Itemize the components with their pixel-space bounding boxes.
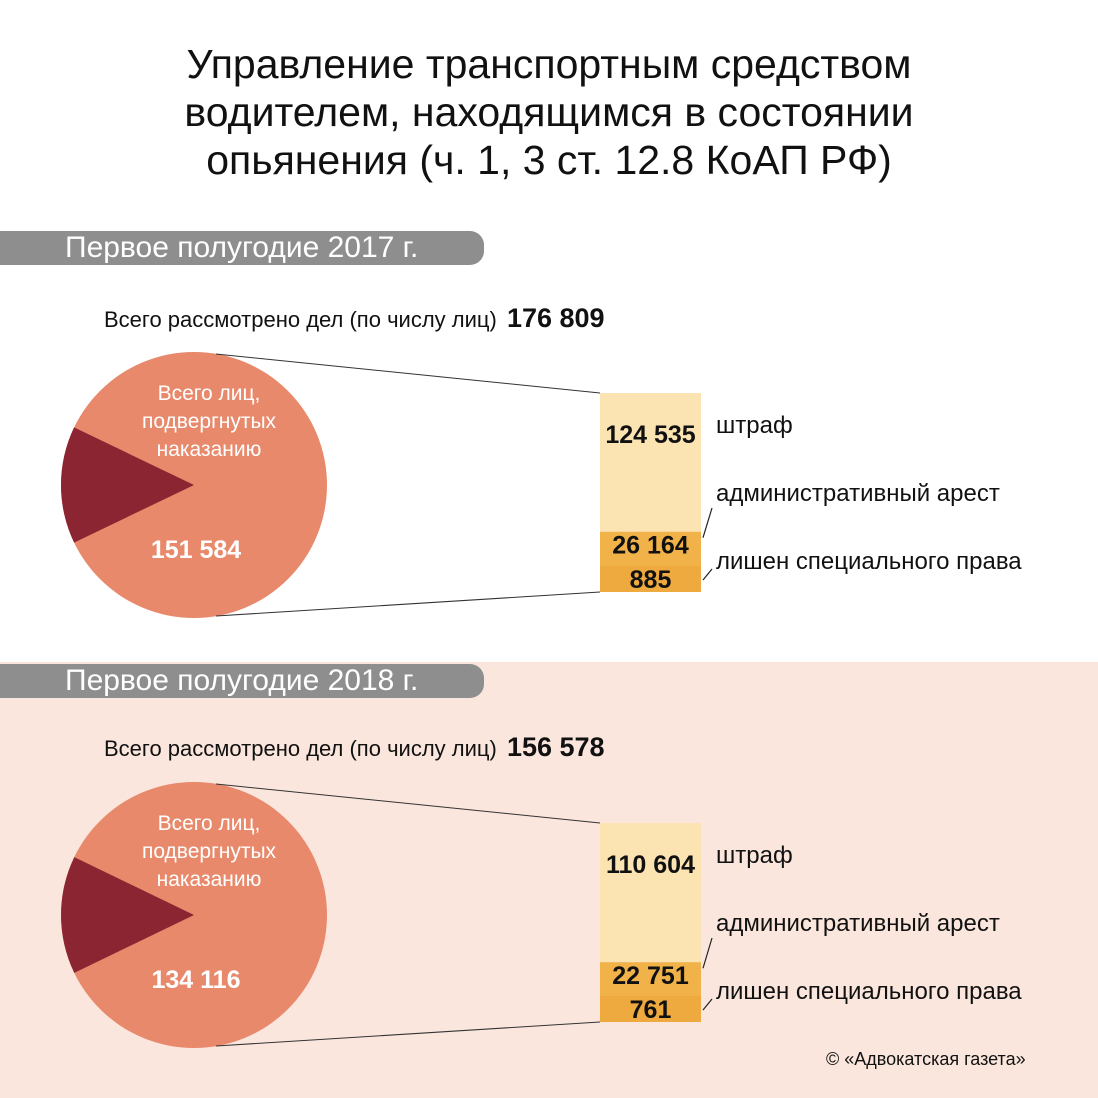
connector-line-bottom: [215, 591, 601, 617]
total-cases-line-2017: Всего рассмотрено дел (по числу лиц) 176…: [104, 303, 605, 334]
bar-value-label: 761: [630, 996, 672, 1024]
total-cases-label: Всего рассмотрено дел (по числу лиц): [104, 736, 497, 761]
bar-segment-fine: [600, 393, 701, 532]
bar-segment-fine: [600, 823, 701, 963]
chart-2017: Всего лиц, подвергнутых наказанию 151 584 12…: [60, 352, 1022, 618]
category-label-fine: штраф: [716, 842, 793, 869]
chart-2018: Всего лиц, подвергнутых наказанию 134 116 11…: [61, 782, 1022, 1048]
pie-label-line: подвергнутых: [142, 840, 277, 863]
leader-line-arrest: [702, 937, 713, 969]
bar-segment-deprived: [600, 996, 701, 1022]
leader-line-deprived: [702, 568, 713, 581]
category-label-fine: штраф: [716, 412, 793, 439]
bar-value-label: 124 535: [605, 421, 695, 449]
total-cases-label: Всего рассмотрено дел (по числу лиц): [104, 307, 497, 332]
pie-unpunished-slice: [61, 857, 195, 973]
pie-label-line: подвергнутых: [142, 410, 277, 433]
pie-label-line: наказанию: [157, 868, 262, 891]
category-label-arrest: административный арест: [716, 910, 1000, 937]
bar-value-label: 22 751: [612, 962, 689, 990]
period-tab-2018: Первое полугодие 2018 г.: [0, 664, 484, 698]
copyright-notice: © «Адвокатская газета»: [826, 1049, 1026, 1069]
bar-segment-arrest: [600, 962, 701, 996]
category-label-deprived: лишен специального права: [716, 548, 1022, 575]
bar-value-label: 110 604: [606, 851, 695, 879]
connector-line-top: [215, 783, 601, 824]
pie-punished-value: 151 584: [151, 536, 241, 564]
period-tab-2017: Первое полугодие 2017 г.: [0, 231, 484, 265]
bar-segment-arrest: [600, 531, 701, 566]
pie-label-line: Всего лиц,: [158, 812, 261, 835]
pie-label-line: Всего лиц,: [158, 382, 261, 405]
total-cases-value: 176 809: [506, 303, 605, 333]
title-line: опьянения (ч. 1, 3 ст. 12.8 КоАП РФ): [206, 137, 892, 183]
title-line: водителем, находящимся в состоянии: [184, 89, 914, 135]
pie-punished-value: 134 116: [152, 966, 241, 994]
leader-line-arrest: [702, 507, 713, 538]
connector-line-top: [215, 353, 601, 394]
bar-segment-deprived: [600, 566, 701, 592]
category-label-arrest: административный арест: [716, 480, 1000, 507]
total-cases-line-2018: Всего рассмотрено дел (по числу лиц) 156…: [104, 732, 605, 763]
category-label-deprived: лишен специального права: [716, 978, 1022, 1005]
connector-line-bottom: [215, 1021, 601, 1047]
leader-line-deprived: [702, 998, 713, 1011]
pie-unpunished-slice: [60, 427, 195, 543]
bar-value-label: 26 164: [612, 532, 689, 560]
pie-label-line: наказанию: [157, 438, 262, 461]
title-line: Управление транспортным средством: [186, 41, 912, 87]
chart-title: Управление транспортным средством водите…: [0, 40, 1098, 184]
bar-value-label: 885: [630, 566, 672, 594]
total-cases-value: 156 578: [506, 732, 605, 762]
